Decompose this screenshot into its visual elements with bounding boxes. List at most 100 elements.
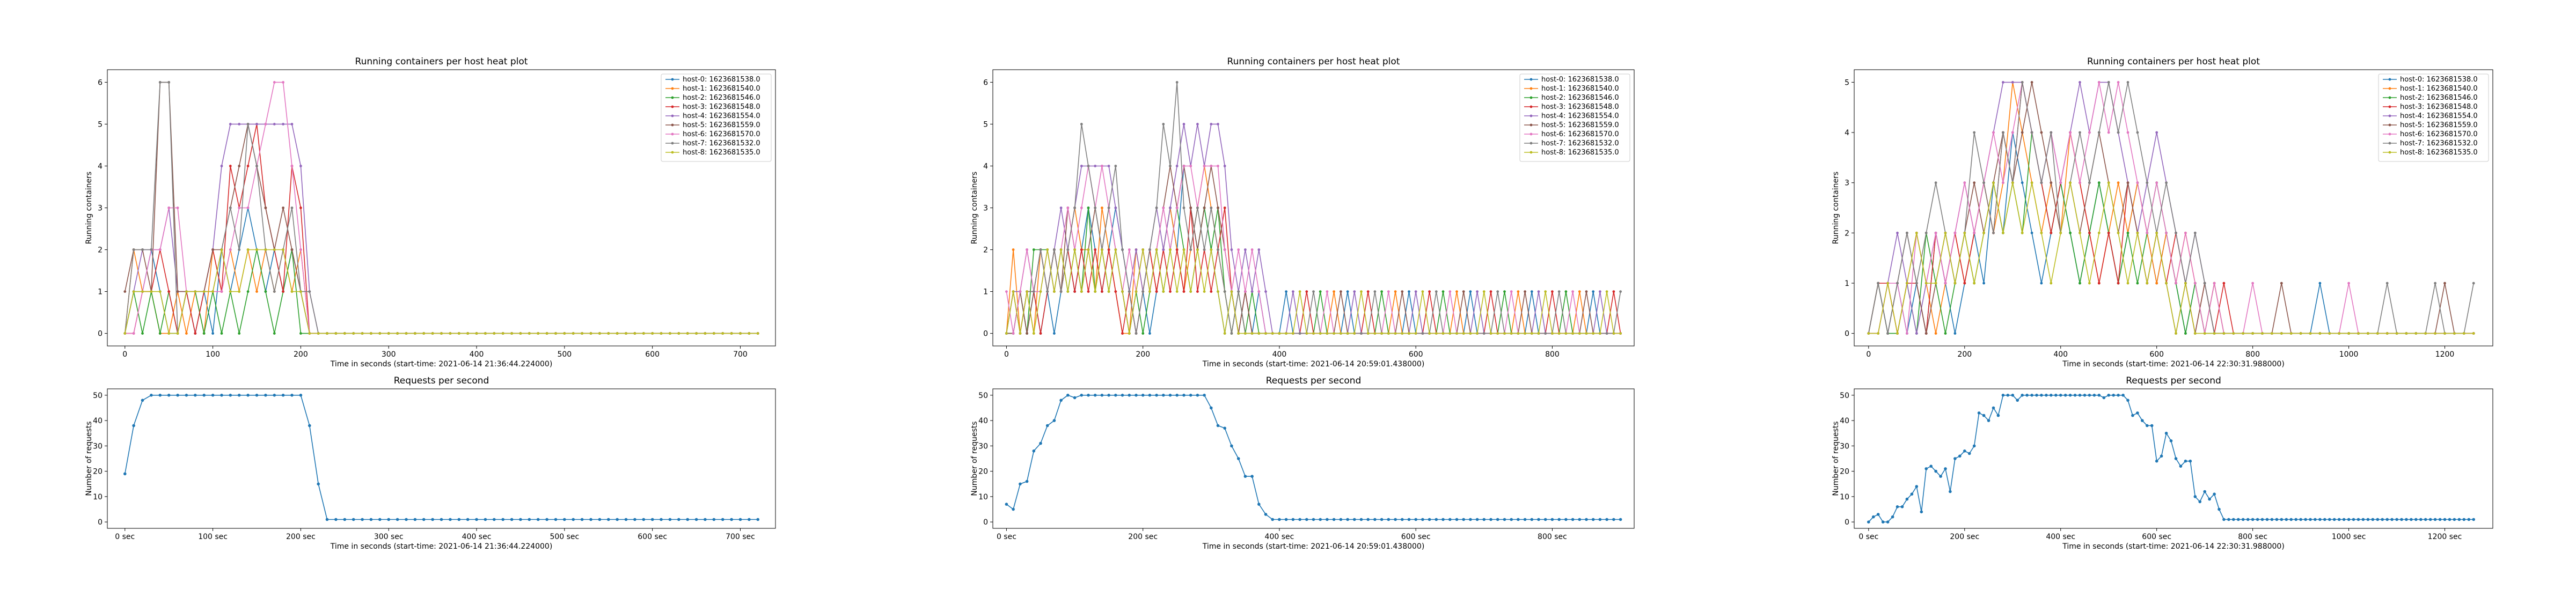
data-point [1012,290,1015,293]
legend-label: host-4: 1623681554.0 [1541,112,1619,120]
data-point [1886,282,1890,285]
x-tick-label: 500 sec [550,533,579,541]
data-point [2462,518,2466,521]
x-axis-label: Time in seconds (start-time: 2021-06-14 … [2062,542,2285,551]
x-tick-label: 400 [2053,350,2068,359]
data-point [580,518,584,521]
data-point [1128,248,1131,251]
data-point [1619,332,1622,335]
data-point [1039,248,1042,251]
data-point [1196,206,1199,209]
x-axis-label: Time in seconds (start-time: 2021-06-14 … [330,360,553,368]
data-point [1992,181,1995,185]
data-point [1210,123,1213,126]
data-point [1578,332,1581,335]
data-point [2280,332,2283,335]
x-tick-label: 1200 [2435,350,2455,359]
data-point [1223,165,1226,167]
y-tick-label: 0 [983,518,988,527]
data-point [1564,290,1568,293]
data-point [1326,332,1329,335]
data-point [1305,332,1308,335]
data-point [1915,485,1919,488]
data-point [273,394,276,397]
data-point [1872,515,1875,519]
data-point [2021,394,2024,397]
data-point [150,290,153,293]
data-point [1612,332,1615,335]
data-point [1421,518,1424,521]
data-point [2265,518,2269,521]
plot-area [1005,394,1622,521]
data-point [1121,394,1124,397]
data-point [1537,518,1540,521]
data-point [1100,394,1104,397]
data-point [2338,332,2341,335]
data-point [1578,518,1582,521]
data-point [2021,231,2024,234]
legend-label: host-0: 1623681538.0 [1541,76,1619,84]
data-point [2203,490,2207,493]
x-tick-label: 400 [1272,350,1287,359]
y-tick-label: 1 [983,288,988,297]
data-point [2400,518,2403,521]
data-point [1005,290,1008,293]
data-point [1087,394,1090,397]
data-point [2165,231,2168,234]
x-tick-label: 400 sec [1265,533,1294,541]
data-point [1025,480,1029,483]
data-point [1169,206,1172,209]
data-point [202,394,206,397]
data-point [1230,444,1233,448]
data-point [361,518,364,521]
x-tick-label: 400 sec [462,533,492,541]
data-point [2270,518,2274,521]
data-point [739,332,742,335]
legend-marker [671,132,674,136]
data-point [132,290,135,293]
data-point [1496,332,1499,335]
data-point [2347,282,2350,285]
data-point [1564,332,1568,335]
data-point [2438,518,2442,521]
data-point [1087,206,1090,209]
data-point [229,290,232,293]
data-point [1599,290,1601,293]
data-point [2040,231,2043,234]
data-point [2050,181,2053,185]
data-point [1333,290,1336,293]
data-point [361,332,364,335]
data-point [1210,206,1213,209]
data-point [1496,290,1499,293]
data-point [1476,290,1479,293]
legend-marker [671,142,674,145]
data-point [695,332,698,335]
data-point [1135,394,1138,397]
data-point [1257,332,1261,335]
data-point [2361,518,2365,521]
data-point [1557,290,1561,293]
data-point [238,248,241,251]
data-point [1441,290,1445,293]
data-point [1203,248,1206,251]
data-point [167,394,171,397]
data-point [1592,332,1595,335]
y-tick-label: 6 [98,78,103,87]
data-point [2260,518,2264,521]
data-point [238,165,241,167]
y-tick-label: 4 [1845,129,1849,137]
data-point [1250,248,1254,251]
data-point [378,518,382,521]
data-point [1257,503,1261,506]
data-point [176,206,179,209]
data-point [1039,332,1042,335]
data-point [2453,332,2456,335]
data-point [1162,394,1165,397]
y-tick-label: 3 [98,204,103,213]
data-point [2136,282,2139,285]
x-tick-label: 0 sec [115,533,135,541]
data-point [150,248,153,251]
data-point [378,332,382,335]
data-point [1503,332,1506,335]
data-point [2241,518,2245,521]
